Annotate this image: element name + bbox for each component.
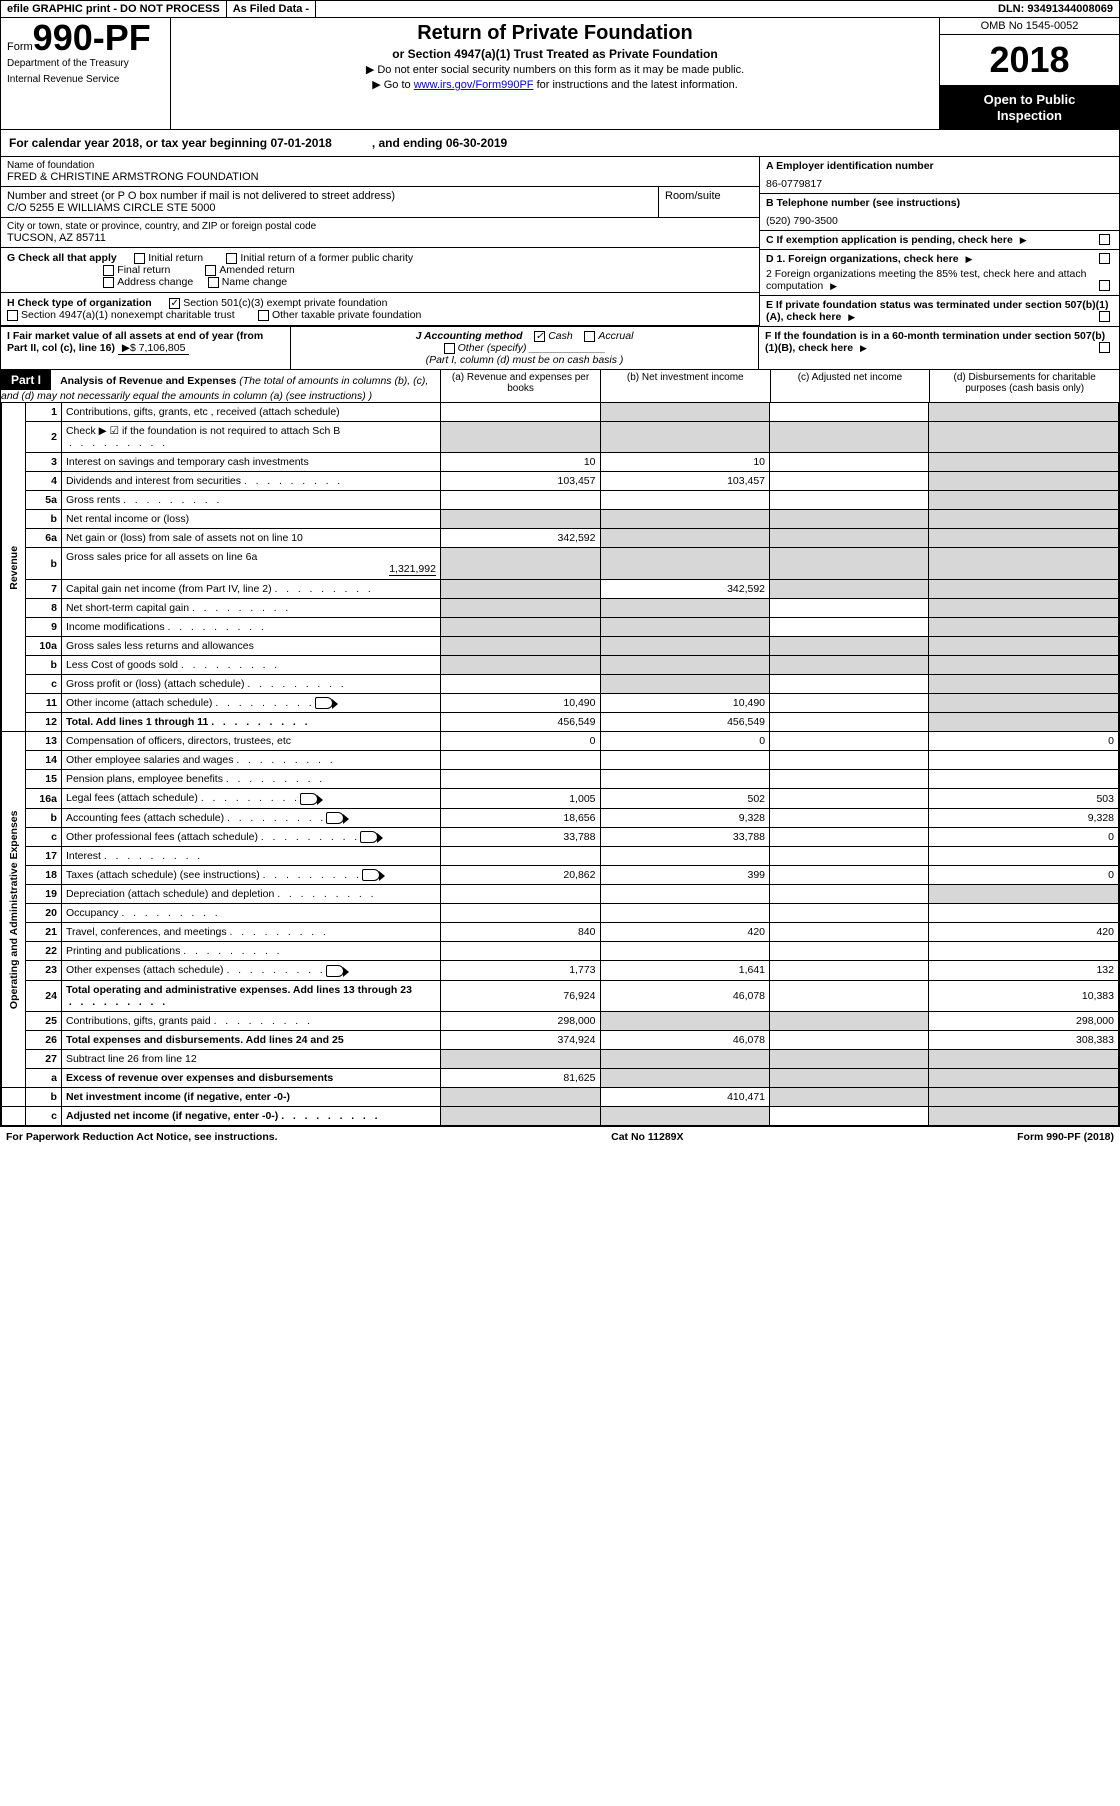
dept-irs: Internal Revenue Service [7, 74, 164, 86]
chk-other-method[interactable] [444, 343, 455, 354]
header-row: Form990-PF Department of the Treasury In… [1, 18, 1119, 130]
form-subtitle: or Section 4947(a)(1) Trust Treated as P… [179, 47, 931, 61]
revenue-table: Revenue 1Contributions, gifts, grants, e… [1, 403, 1119, 1125]
city-cell: City or town, state or province, country… [1, 218, 759, 248]
form-word: Form [7, 41, 33, 53]
d1-cell: D 1. Foreign organizations, check here 2… [760, 250, 1119, 296]
arrow-icon [1020, 234, 1027, 246]
tax-year: 2018 [940, 35, 1119, 86]
phone-cell: B Telephone number (see instructions) (5… [760, 194, 1119, 231]
note-ssn: ▶ Do not enter social security numbers o… [179, 63, 931, 76]
arrow-icon [860, 342, 867, 354]
form-container: efile GRAPHIC print - DO NOT PROCESS As … [0, 0, 1120, 1127]
col-d-header: (d) Disbursements for charitable purpose… [929, 370, 1119, 402]
f-box: F If the foundation is in a 60-month ter… [759, 327, 1119, 369]
attach-icon[interactable] [326, 812, 344, 824]
info-left: Name of foundation FRED & CHRISTINE ARMS… [1, 157, 759, 326]
irs-link[interactable]: www.irs.gov/Form990PF [414, 79, 534, 91]
ein-cell: A Employer identification number 86-0779… [760, 157, 1119, 194]
attach-icon[interactable] [300, 793, 318, 805]
j-box: J Accounting method Cash Accrual Other (… [291, 327, 759, 369]
chk-name[interactable] [208, 277, 219, 288]
omb-number: OMB No 1545-0052 [940, 18, 1119, 35]
chk-60month[interactable] [1099, 342, 1110, 353]
info-right: A Employer identification number 86-0779… [759, 157, 1119, 326]
calendar-year-row: For calendar year 2018, or tax year begi… [1, 130, 1119, 157]
expenses-label: Operating and Administrative Expenses [2, 732, 26, 1087]
form-number-box: Form990-PF Department of the Treasury In… [1, 18, 171, 129]
attach-icon[interactable] [326, 965, 344, 977]
title-box: Return of Private Foundation or Section … [171, 18, 939, 129]
asfiled-label: As Filed Data - [227, 1, 316, 17]
arrow-icon [848, 311, 855, 323]
h-check-row: H Check type of organization Section 501… [1, 293, 759, 326]
arrow-icon [965, 253, 972, 265]
chk-501c3[interactable] [169, 298, 180, 309]
footer-right: Form 990-PF (2018) [1017, 1131, 1114, 1143]
i-box: I Fair market value of all assets at end… [1, 327, 291, 369]
col-a-header: (a) Revenue and expenses per books [440, 370, 600, 402]
info-grid: Name of foundation FRED & CHRISTINE ARMS… [1, 157, 1119, 327]
form-title: Return of Private Foundation [179, 22, 931, 45]
chk-4947[interactable] [7, 310, 18, 321]
chk-85pct[interactable] [1099, 280, 1110, 291]
chk-accrual[interactable] [584, 331, 595, 342]
chk-initial[interactable] [134, 253, 145, 264]
e-cell: E If private foundation status was termi… [760, 296, 1119, 326]
col-b-header: (b) Net investment income [600, 370, 770, 402]
room-cell: Room/suite [659, 187, 759, 217]
chk-exemption[interactable] [1099, 234, 1110, 245]
col-c-header: (c) Adjusted net income [770, 370, 930, 402]
attach-icon[interactable] [315, 697, 333, 709]
chk-amended[interactable] [205, 265, 216, 276]
accounting-row: I Fair market value of all assets at end… [1, 327, 1119, 370]
g-check-row: G Check all that apply Initial return In… [1, 248, 759, 293]
part1-header-row: Part I Analysis of Revenue and Expenses … [1, 370, 1119, 403]
name-cell: Name of foundation FRED & CHRISTINE ARMS… [1, 157, 759, 187]
arrow-icon [830, 280, 837, 292]
chk-cash[interactable] [534, 331, 545, 342]
revenue-label: Revenue [2, 403, 26, 732]
chk-final[interactable] [103, 265, 114, 276]
chk-foreign[interactable] [1099, 253, 1110, 264]
chk-address[interactable] [103, 277, 114, 288]
address-cell: Number and street (or P O box number if … [1, 187, 659, 217]
attach-icon[interactable] [360, 831, 378, 843]
form-number: 990-PF [33, 17, 151, 58]
chk-other-taxable[interactable] [258, 310, 269, 321]
year-box: OMB No 1545-0052 2018 Open to Public Ins… [939, 18, 1119, 129]
footer: For Paperwork Reduction Act Notice, see … [0, 1127, 1120, 1147]
dln-label: DLN: 93491344008069 [992, 1, 1119, 17]
footer-mid: Cat No 11289X [611, 1131, 683, 1143]
top-bar: efile GRAPHIC print - DO NOT PROCESS As … [1, 1, 1119, 18]
c-cell: C If exemption application is pending, c… [760, 231, 1119, 250]
attach-icon[interactable] [362, 869, 380, 881]
chk-initial-former[interactable] [226, 253, 237, 264]
chk-terminated[interactable] [1099, 311, 1110, 322]
efile-label: efile GRAPHIC print - DO NOT PROCESS [1, 1, 227, 17]
footer-left: For Paperwork Reduction Act Notice, see … [6, 1131, 278, 1143]
dept-treasury: Department of the Treasury [7, 58, 164, 70]
public-inspection: Open to Public Inspection [940, 86, 1119, 129]
note-link: ▶ Go to www.irs.gov/Form990PF for instru… [179, 78, 931, 91]
